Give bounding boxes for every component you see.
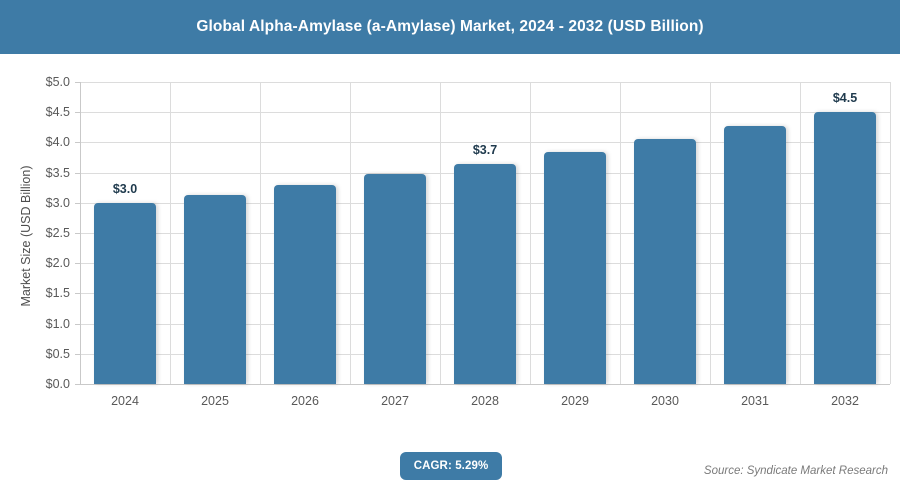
y-tick-mark (75, 233, 80, 234)
bar[interactable] (454, 163, 516, 384)
x-tick-label: 2025 (201, 394, 229, 408)
gridline-vertical (530, 82, 531, 384)
chart-header: Global Alpha-Amylase (a-Amylase) Market,… (0, 0, 900, 54)
page-title: Global Alpha-Amylase (a-Amylase) Market,… (196, 18, 704, 35)
gridline-horizontal (80, 82, 890, 83)
y-tick-mark (75, 323, 80, 325)
gridline-horizontal (80, 142, 890, 144)
y-tick-label: $3.5 (45, 165, 70, 180)
plot-area: $0.0 $0.5 $1.0 $1.5 $2.0 $2.5 $3.0 $3.5 $4.0 $4.5… (46, 75, 891, 408)
cagr-badge: CAGR: 5.29% (400, 452, 502, 480)
gridline-vertical (620, 82, 621, 384)
bar[interactable] (544, 152, 606, 384)
bar-value-label: $3.7 (472, 142, 498, 157)
y-tick-label: $4.0 (45, 135, 70, 150)
bar-value-label: $3.0 (112, 181, 138, 196)
gridline-vertical (350, 82, 351, 384)
y-tick-mark (75, 293, 80, 295)
x-tick-label: 2026 (291, 394, 319, 408)
y-tick-mark (75, 82, 80, 83)
y-tick-label: $2.0 (45, 256, 70, 271)
y-tick-label: $3.0 (45, 195, 70, 210)
source-note: Source: Syndicate Market Research (703, 465, 888, 477)
y-tick-mark (75, 263, 80, 265)
y-tick-mark (75, 384, 80, 385)
x-tick-label: 2032 (831, 394, 859, 408)
y-tick-mark (75, 353, 80, 355)
x-tick-label: 2027 (381, 394, 409, 408)
y-tick-label: $1.0 (45, 316, 70, 331)
x-tick-label: 2029 (561, 394, 589, 408)
x-tick-label: 2028 (471, 394, 499, 408)
gridline-vertical (800, 82, 801, 384)
bar[interactable] (814, 112, 876, 384)
gridline-vertical (710, 82, 711, 384)
y-tick-label: $2.5 (45, 226, 70, 240)
x-tick-label: 2024 (111, 394, 139, 408)
y-tick-mark (75, 142, 80, 144)
x-axis-line (80, 384, 890, 385)
bar[interactable] (184, 194, 246, 384)
bar-group[interactable]: $3.0 2024 (80, 82, 170, 408)
x-tick-label: 2031 (741, 394, 769, 408)
y-tick-label: $4.5 (45, 105, 70, 120)
bar-value-label: $4.5 (832, 91, 858, 106)
bar-group[interactable]: 2029 (530, 82, 620, 408)
bar-group[interactable]: 2026 (260, 82, 350, 408)
bar-group[interactable]: $4.5 2032 (800, 82, 890, 408)
bar[interactable] (94, 202, 156, 384)
bar-group[interactable]: 2031 (710, 82, 800, 408)
bar[interactable] (724, 126, 786, 384)
x-tick-label: 2030 (651, 394, 679, 408)
gridline-vertical (170, 82, 171, 384)
y-tick-label: $5.0 (45, 75, 70, 89)
bar[interactable] (364, 174, 426, 384)
bar-group[interactable]: 2025 (170, 82, 260, 408)
y-tick-label: $0.5 (45, 346, 70, 361)
gridline-vertical (260, 82, 261, 384)
y-tick-mark (75, 202, 80, 204)
bar[interactable] (274, 184, 336, 384)
gridline-horizontal (80, 112, 890, 114)
chart-plot-wrapper: Market Size (USD Billion) $0.0 $0.5 $1.0 $1… (0, 54, 900, 500)
bar-group[interactable]: 2030 (620, 82, 710, 408)
y-tick-mark (75, 112, 80, 114)
y-tick-mark (75, 172, 80, 174)
gridline-vertical (440, 82, 441, 384)
bar-group[interactable]: $3.7 2028 (440, 82, 530, 408)
bar[interactable] (634, 139, 696, 384)
y-tick-label: $1.5 (45, 286, 70, 301)
bar-group[interactable]: 2027 (350, 82, 440, 408)
y-tick-label: $0.0 (45, 377, 70, 391)
y-axis-line (80, 82, 81, 385)
gridline-vertical (890, 82, 891, 384)
